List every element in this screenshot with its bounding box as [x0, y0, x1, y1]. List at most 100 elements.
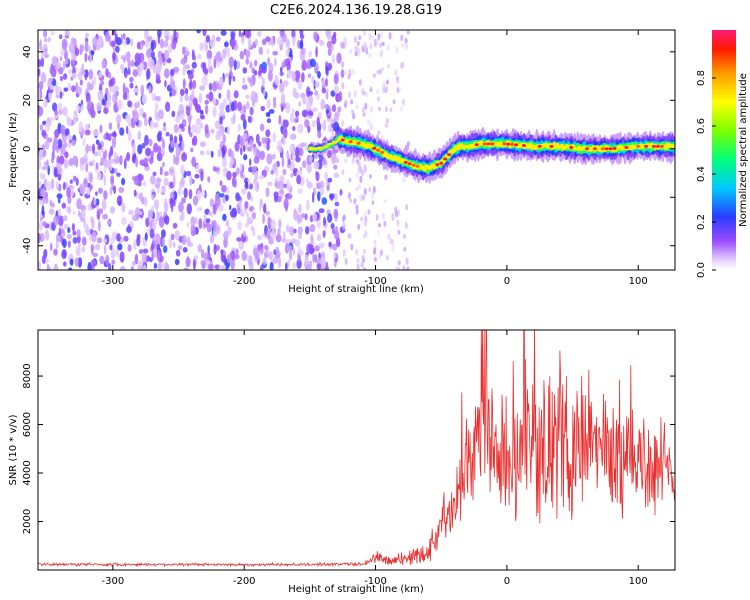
noise-cell: [266, 229, 271, 240]
x-tick-label: 100: [629, 276, 648, 287]
noise-cell: [222, 157, 228, 168]
noise-cell: [324, 265, 329, 270]
noise-cell: [188, 124, 191, 135]
noise-cell: [210, 128, 215, 134]
noise-cell: [123, 56, 126, 64]
noise-cell: [135, 157, 139, 168]
noise-cell: [271, 153, 276, 160]
noise-cell: [62, 215, 68, 222]
noise-cell: [40, 187, 46, 199]
noise-cell: [298, 246, 302, 256]
x-tick-label: -200: [233, 276, 256, 287]
noise-cell: [404, 37, 408, 44]
noise-cell: [230, 250, 236, 261]
noise-cell: [221, 184, 227, 193]
noise-cell: [226, 125, 230, 136]
noise-cell: [50, 178, 55, 190]
noise-cell: [280, 105, 284, 112]
noise-cell: [159, 166, 163, 176]
noise-cell: [255, 179, 258, 190]
noise-cell: [38, 180, 42, 189]
noise-cell: [334, 201, 340, 207]
noise-cell: [262, 213, 265, 224]
noise-cell: [321, 87, 327, 94]
noise-cell: [381, 86, 385, 94]
noise-cell: [62, 73, 68, 80]
noise-cell: [68, 141, 71, 149]
noise-cell: [148, 85, 152, 95]
noise-cell: [359, 193, 363, 202]
noise-cell: [361, 45, 365, 51]
noise-cell: [127, 100, 132, 108]
noise-cell: [125, 114, 131, 123]
noise-cell: [291, 30, 296, 38]
noise-cell: [204, 104, 209, 115]
noise-cell: [139, 192, 144, 201]
noise-cell: [202, 75, 208, 87]
noise-cell: [149, 120, 154, 130]
noise-cell: [175, 249, 181, 257]
noise-cell: [333, 85, 339, 94]
noise-cell: [324, 159, 327, 165]
noise-cell: [304, 213, 308, 221]
noise-cell: [277, 36, 283, 46]
noise-cell: [389, 237, 393, 245]
noise-cell: [364, 45, 368, 53]
noise-cell: [214, 196, 221, 207]
noise-cell: [358, 183, 362, 190]
noise-cell: [283, 127, 288, 139]
noise-cell: [51, 202, 55, 208]
noise-cell: [57, 235, 61, 243]
noise-cell: [173, 123, 179, 134]
noise-cell: [164, 261, 168, 270]
noise-cell: [315, 171, 320, 182]
noise-cell: [278, 218, 282, 229]
noise-cell: [236, 237, 242, 242]
noise-cell: [140, 42, 144, 50]
noise-cell: [181, 152, 188, 162]
noise-cell: [38, 106, 44, 117]
noise-cell: [213, 167, 220, 172]
noise-cell: [338, 91, 343, 102]
noise-cell: [92, 159, 96, 165]
noise-cell: [287, 69, 293, 79]
noise-cell: [237, 220, 243, 231]
noise-cell: [259, 123, 265, 132]
noise-cell: [273, 96, 277, 103]
noise-cell: [200, 109, 204, 115]
noise-cell: [136, 213, 139, 221]
noise-cell: [309, 58, 316, 68]
noise-cell: [265, 210, 271, 216]
y-tick-label: 20: [22, 94, 33, 107]
noise-cell: [103, 133, 107, 140]
noise-cell: [260, 247, 264, 255]
noise-cell: [63, 158, 69, 169]
noise-cell: [246, 212, 249, 218]
colorbar-tick-label: 0.0: [696, 262, 707, 278]
noise-cell: [282, 168, 287, 176]
noise-cell: [302, 96, 307, 105]
noise-cell: [182, 46, 186, 55]
noise-cell: [207, 245, 210, 254]
noise-cell: [333, 73, 339, 85]
noise-cell: [112, 95, 116, 102]
noise-cell: [182, 247, 188, 253]
noise-cell: [363, 42, 367, 47]
noise-cell: [81, 63, 84, 75]
noise-cell: [99, 255, 105, 265]
noise-cell: [133, 88, 140, 93]
noise-cell: [372, 73, 376, 78]
noise-cell: [111, 132, 117, 137]
y-tick-label: 6000: [22, 412, 33, 437]
noise-cell: [341, 119, 345, 127]
noise-cell: [125, 52, 131, 63]
noise-cell: [337, 106, 342, 113]
noise-cell: [205, 93, 211, 99]
noise-cell: [81, 236, 87, 246]
noise-cell: [190, 231, 196, 236]
noise-cell: [228, 148, 232, 158]
noise-cell: [321, 197, 328, 205]
noise-cell: [302, 160, 307, 168]
noise-cell: [364, 230, 368, 239]
noise-cell: [115, 90, 119, 97]
